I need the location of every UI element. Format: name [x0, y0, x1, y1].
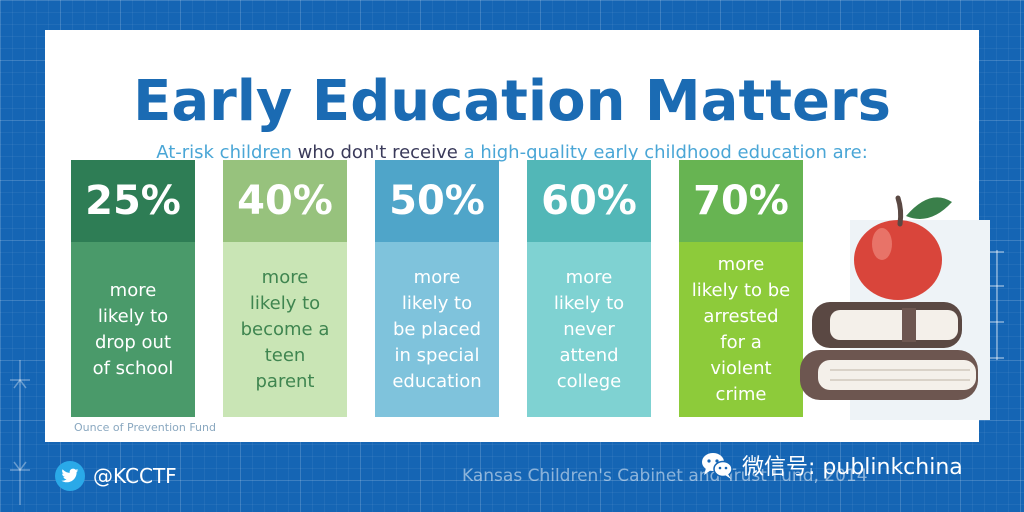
stat-description: more likely to become a teen parent [223, 242, 347, 417]
stat-description: more likely to never attend college [527, 242, 651, 417]
stat-description-line: arrested [703, 305, 779, 327]
stat-description-line: in special [394, 344, 480, 366]
stat-description-line: become a [240, 318, 330, 340]
stat-description-line: more [565, 266, 613, 288]
stat-description-line: for a [720, 331, 762, 353]
wechat-icon [702, 453, 733, 479]
twitter-handle-group[interactable]: @KCCTF [55, 460, 177, 492]
credit-text: Kansas Children's Cabinet and Trust Fund… [462, 466, 868, 486]
stat-description: more likely to drop out of school [71, 242, 195, 417]
stat-column: 40% more likely to become a teen parent [223, 160, 347, 417]
twitter-icon [55, 461, 85, 491]
stat-column: 25% more likely to drop out of school [71, 160, 195, 417]
stat-description-line: more [261, 266, 309, 288]
stat-percent: 70% [679, 160, 803, 242]
stat-column: 70% more likely to be arrested for a violent c… [679, 160, 803, 417]
stat-description-line: likely to [401, 292, 473, 314]
stat-description-line: teen [264, 344, 306, 366]
stat-percent: 50% [375, 160, 499, 242]
ruler-decoration [990, 250, 1004, 360]
page-title: Early Education Matters [133, 69, 891, 134]
stat-column: 60% more likely to never attend college [527, 160, 651, 417]
subtitle-accent-1: At-risk children [156, 142, 292, 163]
stat-description-line: college [556, 370, 622, 392]
subtitle: At-risk children who don't receive a hig… [45, 140, 979, 166]
stat-description-line: parent [255, 370, 315, 392]
twitter-handle: @KCCTF [93, 464, 177, 488]
stat-description-line: never [563, 318, 615, 340]
stat-description-line: violent [710, 357, 772, 379]
stat-column: 50% more likely to be placed in special educa… [375, 160, 499, 417]
stat-description-line: crime [715, 383, 767, 405]
stat-description-line: more [717, 253, 765, 275]
stat-description-line: likely to [97, 305, 169, 327]
content-card: Early Education Matters At-risk children… [45, 30, 979, 442]
stat-percent: 60% [527, 160, 651, 242]
stat-description-line: drop out [94, 331, 172, 353]
source-citation: Ounce of Prevention Fund [74, 421, 216, 434]
stat-description-line: be placed [392, 318, 482, 340]
blueprint-decoration [10, 360, 30, 505]
stat-percent: 40% [223, 160, 347, 242]
stat-description-line: more [109, 279, 157, 301]
stat-description-line: likely to [249, 292, 321, 314]
stat-description-line: likely to be [691, 279, 791, 301]
wechat-id-text: 微信号: publinkchina [742, 455, 963, 480]
stat-description-line: more [413, 266, 461, 288]
wechat-watermark: 微信号: publinkchina [700, 446, 963, 484]
stat-description: more likely to be placed in special educatio… [375, 242, 499, 417]
stat-description-line: attend [559, 344, 619, 366]
stat-percent: 25% [71, 160, 195, 242]
stat-description-line: of school [92, 357, 174, 379]
stat-description-line: education [392, 370, 482, 392]
stat-description: more likely to be arrested for a violent crim… [679, 242, 803, 417]
subtitle-dark: who don't receive [291, 142, 464, 163]
subtitle-accent-2: a high-quality early childhood education… [463, 142, 868, 163]
apple-and-books-illustration [800, 195, 990, 420]
stat-description-line: likely to [553, 292, 625, 314]
